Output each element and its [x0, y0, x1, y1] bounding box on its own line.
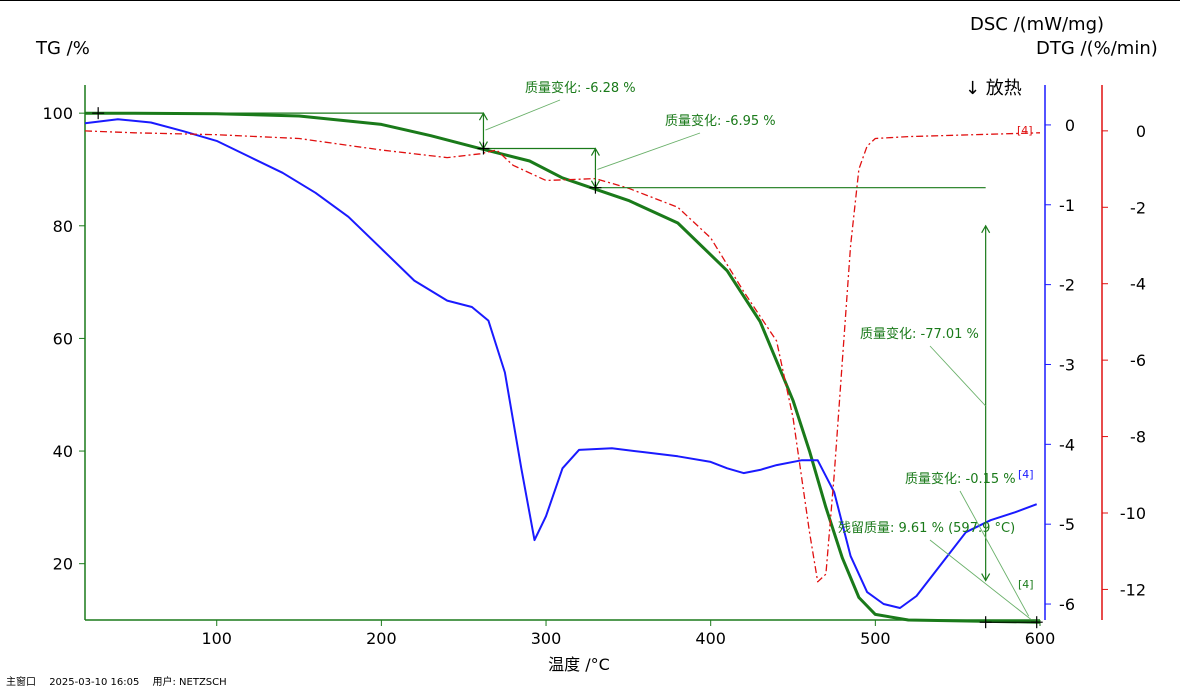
- tg-tick-label: 40: [53, 442, 73, 461]
- tg-tick-label: 60: [53, 329, 73, 348]
- footer-user: 用户: NETZSCH: [152, 677, 227, 688]
- footer-window: 主窗口: [6, 677, 36, 688]
- dsc-tick-label: -4: [1059, 435, 1075, 454]
- dsc-tick-label: 0: [1065, 116, 1075, 135]
- dsc-curve: [84, 118, 1038, 609]
- x-tick-label: 400: [695, 629, 726, 648]
- dtg-curve: [84, 130, 1041, 583]
- x-tick-label: 500: [860, 629, 891, 648]
- annotation-leader-3: [929, 345, 986, 407]
- top-border: [0, 0, 1180, 1]
- annotation-2: 质量变化: -6.95 %: [665, 113, 776, 129]
- x-tick-label: 300: [531, 629, 562, 648]
- annotation-leader-2: [597, 132, 701, 170]
- x-tick-label: 600: [1025, 629, 1056, 648]
- dsc-tick-label: -6: [1059, 595, 1075, 614]
- exo-direction-label: ↓ 放热: [965, 78, 1022, 99]
- tg-curve: [85, 111, 1041, 624]
- tg-step3-arrow-head-top: [981, 224, 991, 234]
- x-axis-label: 温度 /°C: [548, 655, 610, 674]
- tg-tick-label: 80: [53, 217, 73, 236]
- dtg-tick-label: -12: [1120, 580, 1146, 599]
- dtg-tick-label: 0: [1136, 122, 1146, 141]
- annotation-3: 质量变化: -77.01 %: [860, 326, 979, 342]
- dsc-tick-label: -1: [1059, 196, 1075, 215]
- series-flag-2: [4]: [1018, 468, 1034, 481]
- annotation-leader-4: [959, 490, 1030, 617]
- series-flag-1: [4]: [1017, 124, 1033, 137]
- annotation-5: 残留质量: 9.61 % (597.9 °C): [838, 521, 1015, 536]
- dsc-tick-label: -5: [1059, 515, 1075, 534]
- tg-step1-arrow-head-top: [478, 111, 488, 121]
- dtg-tick-label: -4: [1130, 275, 1146, 294]
- footer-bar: 主窗口 2025-03-10 16:05 用户: NETZSCH: [6, 673, 237, 688]
- x-tick-label: 100: [201, 629, 232, 648]
- x-tick-label: 200: [366, 629, 397, 648]
- dsc-tick-label: -3: [1059, 355, 1075, 374]
- annotation-leader-1: [485, 99, 561, 131]
- dtg-axis-title: DTG /(%/min): [1036, 38, 1158, 59]
- dtg-tick-label: -10: [1120, 504, 1146, 523]
- dtg-tick-label: -2: [1130, 198, 1146, 217]
- dtg-tick-label: -6: [1130, 351, 1146, 370]
- annotation-leader-5: [929, 539, 1031, 620]
- dsc-tick-label: -2: [1059, 276, 1075, 295]
- tg-step3-arrow-head-bottom: [981, 573, 991, 582]
- tg-axis-title: TG /%: [36, 38, 90, 59]
- series-flag-3: [4]: [1018, 578, 1034, 591]
- dsc-axis-title: DSC /(mW/mg): [970, 14, 1105, 35]
- tg-step2-arrow-head-top: [590, 147, 600, 156]
- annotation-4: 质量变化: -0.15 %: [905, 471, 1016, 487]
- tg-tick-label: 100: [42, 104, 73, 123]
- dtg-tick-label: -8: [1130, 428, 1146, 447]
- footer-datetime: 2025-03-10 16:05: [49, 677, 140, 688]
- tg-tick-label: 20: [53, 555, 73, 574]
- annotation-1: 质量变化: -6.28 %: [525, 80, 636, 96]
